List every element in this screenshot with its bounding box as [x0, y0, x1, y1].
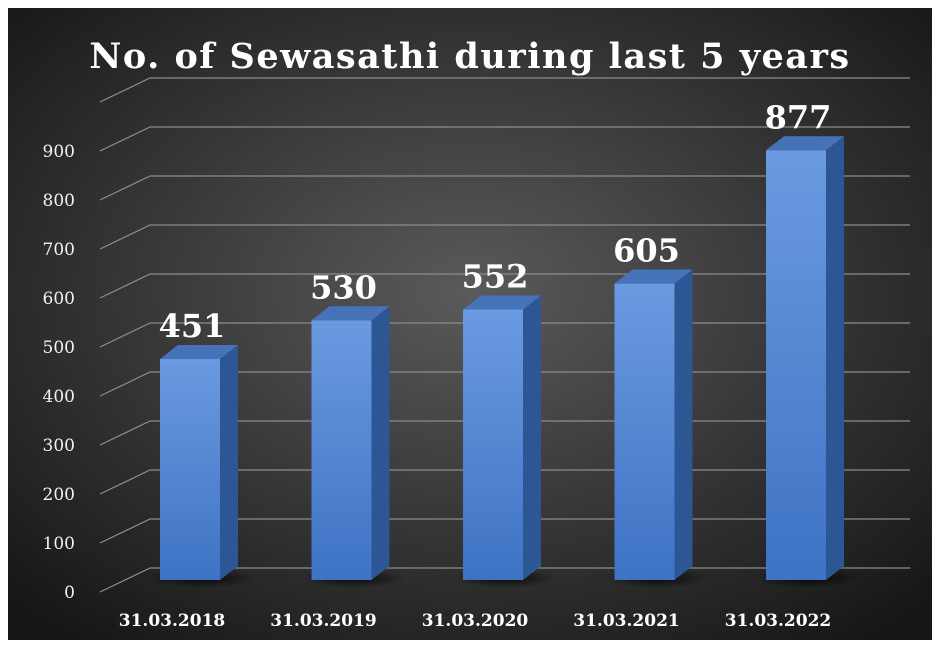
- y-tick-label: 0: [64, 583, 75, 603]
- x-tick-label: 31.03.2020: [422, 611, 529, 631]
- bar-side: [523, 295, 541, 580]
- x-tick-label: 31.03.2021: [573, 611, 679, 631]
- y-tick-label: 800: [43, 191, 75, 211]
- bar-side: [220, 345, 238, 580]
- bar-top: [311, 306, 390, 321]
- bar: [160, 359, 220, 580]
- bar-top: [463, 295, 541, 310]
- y-tick-label: 600: [43, 289, 75, 309]
- value-label: 605: [613, 232, 680, 270]
- grid-line: [99, 224, 910, 250]
- x-tick-label: 31.03.2022: [725, 611, 831, 631]
- bar-side: [826, 136, 844, 580]
- grid-line: [99, 126, 910, 152]
- y-tick-label: 700: [43, 240, 75, 260]
- bar-top: [766, 136, 844, 151]
- bar: [463, 309, 523, 580]
- chart-title: No. of Sewasathi during last 5 years: [89, 36, 850, 77]
- value-label: 530: [310, 268, 377, 306]
- bar-side: [371, 306, 390, 580]
- grid-line: [99, 175, 910, 201]
- bar-side: [674, 269, 693, 580]
- x-tick-label: 31.03.2018: [119, 611, 225, 631]
- x-tick-label: 31.03.2019: [270, 611, 376, 631]
- y-tick-label: 500: [43, 338, 75, 358]
- bar-top: [614, 269, 693, 284]
- y-tick-label: 400: [43, 387, 75, 407]
- value-label: 877: [765, 98, 832, 136]
- bar: [766, 150, 826, 580]
- y-tick-label: 900: [43, 142, 75, 162]
- bar: [311, 320, 372, 580]
- bar: [614, 283, 675, 580]
- value-label: 451: [159, 307, 226, 345]
- y-tick-label: 200: [43, 485, 75, 505]
- value-label: 552: [462, 258, 529, 296]
- y-tick-label: 100: [43, 534, 75, 554]
- grid-frame: [99, 77, 910, 103]
- bar-top: [160, 345, 238, 360]
- y-tick-label: 300: [43, 436, 75, 456]
